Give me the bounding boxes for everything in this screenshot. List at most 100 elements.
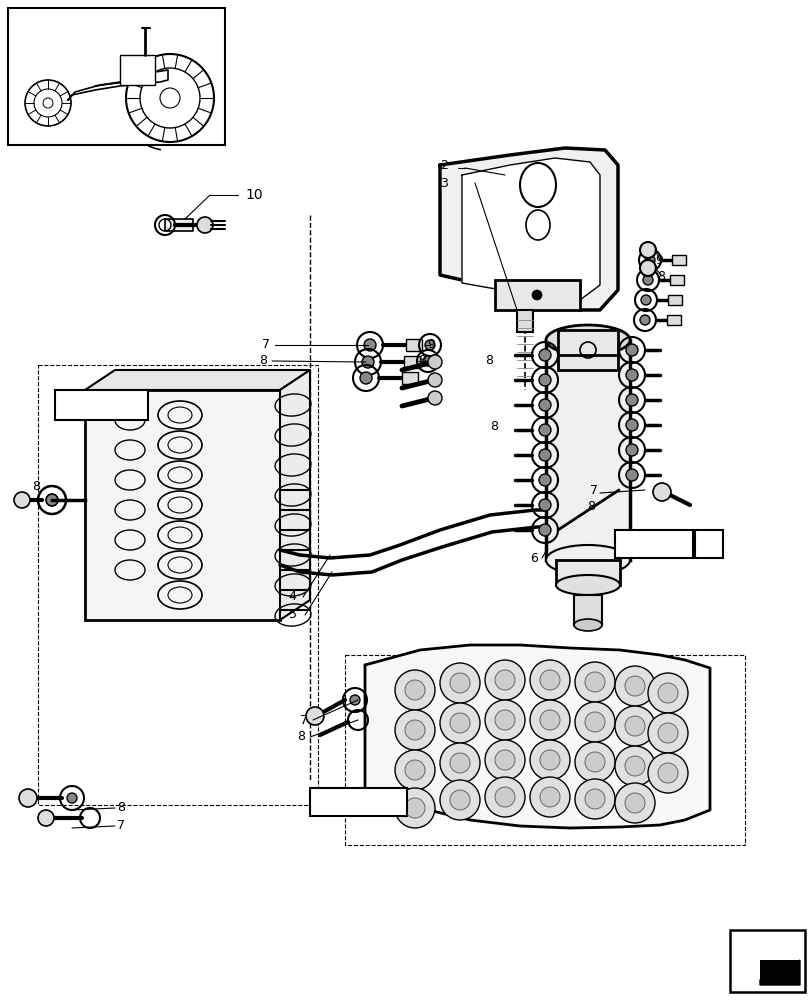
Circle shape <box>647 673 687 713</box>
Circle shape <box>647 713 687 753</box>
Text: 8: 8 <box>484 355 492 367</box>
Text: 10: 10 <box>245 188 262 202</box>
Circle shape <box>484 777 525 817</box>
Bar <box>55 390 148 420</box>
Bar <box>759 960 799 985</box>
Circle shape <box>625 394 637 406</box>
Circle shape <box>539 524 551 536</box>
Circle shape <box>584 712 604 732</box>
Circle shape <box>584 789 604 809</box>
Circle shape <box>440 663 479 703</box>
Circle shape <box>449 713 470 733</box>
Circle shape <box>359 372 371 384</box>
Circle shape <box>614 783 654 823</box>
Polygon shape <box>440 148 617 310</box>
Bar <box>406 339 422 351</box>
Circle shape <box>495 750 514 770</box>
Polygon shape <box>365 645 709 828</box>
Circle shape <box>614 666 654 706</box>
Bar <box>666 315 680 325</box>
Circle shape <box>427 391 441 405</box>
Bar <box>120 55 155 85</box>
Circle shape <box>539 670 560 690</box>
Circle shape <box>197 217 212 233</box>
Bar <box>495 280 579 310</box>
Bar <box>545 340 629 560</box>
Circle shape <box>449 673 470 693</box>
Ellipse shape <box>556 575 620 595</box>
Circle shape <box>625 344 637 356</box>
Circle shape <box>574 702 614 742</box>
Text: 8: 8 <box>117 801 125 814</box>
Circle shape <box>639 260 655 276</box>
Circle shape <box>539 499 551 511</box>
Bar <box>694 530 722 558</box>
Text: 8: 8 <box>297 730 305 744</box>
Circle shape <box>405 720 424 740</box>
Circle shape <box>624 793 644 813</box>
Circle shape <box>306 707 324 725</box>
Circle shape <box>539 449 551 461</box>
Text: 8: 8 <box>586 500 594 514</box>
Circle shape <box>405 680 424 700</box>
Bar <box>345 655 744 845</box>
Circle shape <box>394 750 435 790</box>
Circle shape <box>625 419 637 431</box>
Circle shape <box>495 670 514 690</box>
Text: 5: 5 <box>289 608 297 621</box>
Circle shape <box>624 676 644 696</box>
Circle shape <box>14 492 30 508</box>
Text: 9: 9 <box>654 253 662 266</box>
Circle shape <box>624 756 644 776</box>
Circle shape <box>38 810 54 826</box>
Polygon shape <box>85 370 310 390</box>
Circle shape <box>584 752 604 772</box>
Text: 1: 1 <box>704 538 712 550</box>
Circle shape <box>350 695 359 705</box>
Circle shape <box>574 742 614 782</box>
Circle shape <box>405 760 424 780</box>
Circle shape <box>495 710 514 730</box>
Circle shape <box>625 444 637 456</box>
Circle shape <box>614 746 654 786</box>
Bar <box>310 788 406 816</box>
Bar <box>556 560 620 585</box>
Text: 8: 8 <box>32 481 40 493</box>
Bar <box>8 8 225 145</box>
Circle shape <box>539 787 560 807</box>
Circle shape <box>539 710 560 730</box>
Circle shape <box>531 290 541 300</box>
Bar <box>38 365 318 805</box>
Bar <box>401 372 418 384</box>
Text: 8: 8 <box>489 420 497 434</box>
Bar <box>517 310 532 332</box>
Text: 8: 8 <box>656 269 664 282</box>
Circle shape <box>427 355 441 369</box>
Circle shape <box>427 373 441 387</box>
Circle shape <box>625 369 637 381</box>
Text: 9: 9 <box>427 338 435 352</box>
Text: PAG. 2: PAG. 2 <box>79 398 125 412</box>
Circle shape <box>484 660 525 700</box>
Circle shape <box>624 716 644 736</box>
Polygon shape <box>759 960 799 985</box>
Circle shape <box>424 340 435 350</box>
Circle shape <box>440 703 479 743</box>
Circle shape <box>574 779 614 819</box>
Circle shape <box>394 710 435 750</box>
Text: 8: 8 <box>418 355 426 367</box>
Circle shape <box>363 339 375 351</box>
Text: PAG.4: PAG.4 <box>633 538 672 550</box>
Bar <box>669 275 683 285</box>
Text: 7: 7 <box>590 484 597 496</box>
Polygon shape <box>461 158 599 300</box>
Circle shape <box>574 662 614 702</box>
Text: 7: 7 <box>117 819 125 832</box>
Text: 2: 2 <box>440 159 448 172</box>
Text: 3: 3 <box>440 177 448 190</box>
Bar <box>573 595 601 625</box>
Circle shape <box>539 374 551 386</box>
Circle shape <box>642 275 652 285</box>
Circle shape <box>640 295 650 305</box>
Circle shape <box>530 660 569 700</box>
